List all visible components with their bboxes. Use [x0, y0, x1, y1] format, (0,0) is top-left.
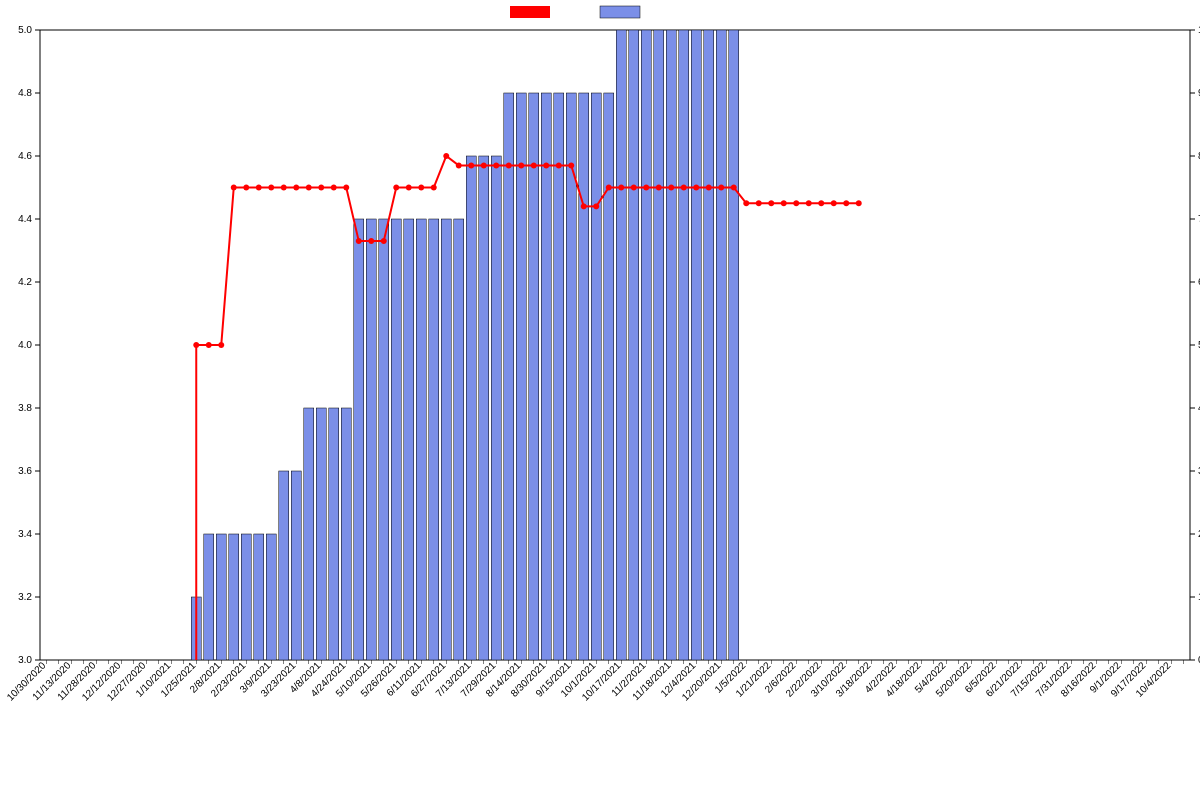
svg-text:3.6: 3.6 — [18, 466, 32, 477]
svg-text:3.0: 3.0 — [18, 655, 32, 666]
chart-container: 3.03.23.43.63.84.04.24.44.64.85.00123456… — [0, 0, 1200, 800]
svg-text:4.4: 4.4 — [18, 214, 32, 225]
svg-text:4.0: 4.0 — [18, 340, 32, 351]
svg-text:4.6: 4.6 — [18, 151, 32, 162]
svg-text:3.8: 3.8 — [18, 403, 32, 414]
svg-text:4.2: 4.2 — [18, 277, 32, 288]
svg-text:4.8: 4.8 — [18, 88, 32, 99]
svg-text:3.4: 3.4 — [18, 529, 32, 540]
svg-text:5.0: 5.0 — [18, 25, 32, 36]
svg-text:3.2: 3.2 — [18, 592, 32, 603]
combo-chart: 3.03.23.43.63.84.04.24.44.64.85.00123456… — [0, 0, 1200, 800]
